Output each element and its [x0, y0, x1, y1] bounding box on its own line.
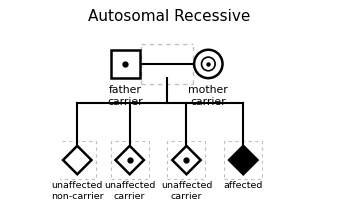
Bar [111, 50, 140, 78]
Polygon shape [63, 146, 92, 174]
Text: father
carrier: father carrier [107, 85, 143, 107]
Text: unaffected
carrier: unaffected carrier [161, 181, 212, 201]
Polygon shape [172, 146, 201, 174]
Polygon shape [116, 146, 144, 174]
Text: unaffected
non-carrier: unaffected non-carrier [51, 181, 103, 201]
Text: affected: affected [223, 181, 263, 190]
Text: mother
carrier: mother carrier [189, 85, 228, 107]
Circle shape [194, 50, 222, 78]
Circle shape [201, 57, 215, 71]
Text: unaffected
carrier: unaffected carrier [104, 181, 155, 201]
Polygon shape [229, 146, 258, 174]
Text: Autosomal Recessive: Autosomal Recessive [88, 9, 250, 24]
